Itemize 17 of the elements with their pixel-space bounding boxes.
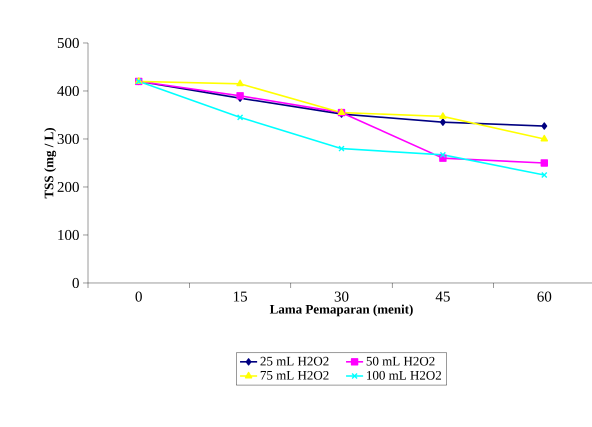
legend-label: 25 mL H2O2 bbox=[260, 356, 329, 366]
x-tick-label: 60 bbox=[537, 292, 552, 302]
y-tick-label: 100 bbox=[58, 230, 79, 240]
x-tick-label: 30 bbox=[334, 292, 348, 302]
y-tick-label: 400 bbox=[57, 86, 79, 96]
y-axis-title: TSS (mg / L) bbox=[44, 128, 56, 198]
x-axis-title: Lama Pemaparan (menit) bbox=[270, 304, 413, 316]
y-tick-label: 200 bbox=[58, 182, 79, 192]
legend-label: 50 mL H2O2 bbox=[366, 356, 435, 366]
x-tick-label: 15 bbox=[234, 292, 248, 302]
y-tick-label: 300 bbox=[58, 134, 79, 144]
y-tick-label: 500 bbox=[58, 38, 79, 48]
x-tick-label: 0 bbox=[136, 292, 142, 302]
x-tick-label: 45 bbox=[436, 292, 450, 302]
legend-label: 75 mL H2O2 bbox=[260, 370, 329, 380]
y-tick-label: 0 bbox=[72, 278, 79, 288]
legend-label: 100 mL H2O2 bbox=[367, 370, 442, 380]
